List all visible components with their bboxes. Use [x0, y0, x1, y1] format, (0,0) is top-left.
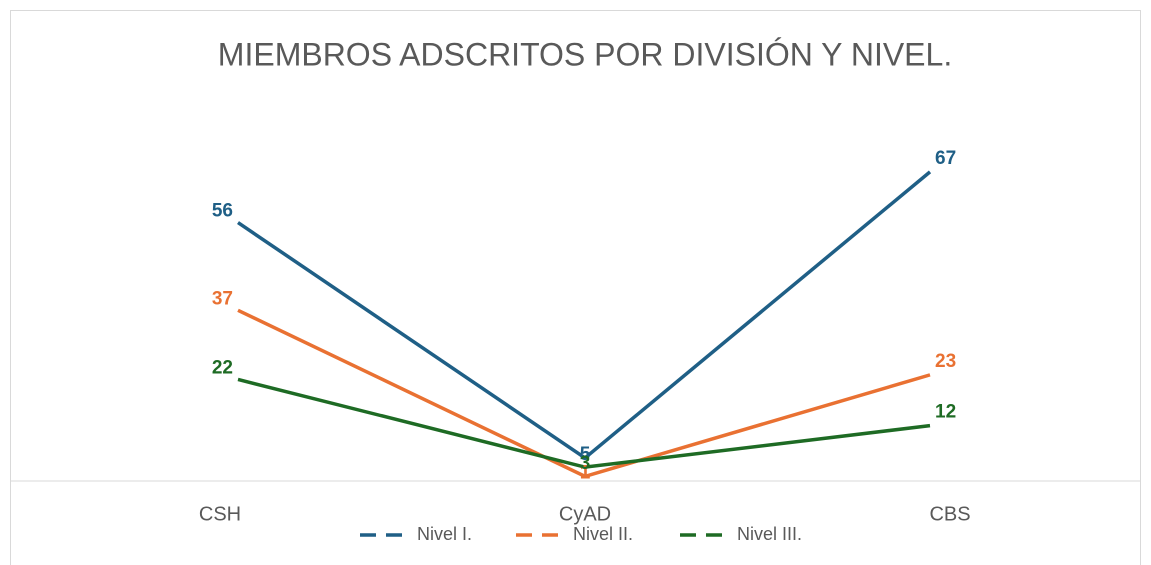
legend-label: Nivel III.: [737, 524, 802, 544]
data-line: [237, 377, 931, 469]
data-label: 56: [212, 201, 233, 222]
data-label: 67: [935, 148, 956, 169]
data-label: 5: [580, 444, 591, 465]
data-line: [237, 170, 932, 461]
data-label: 37: [212, 288, 233, 309]
x-tick-label: CyAD: [559, 503, 611, 525]
data-line: [237, 308, 931, 479]
data-label: 3: [580, 453, 591, 474]
chart-frame: [10, 10, 1141, 565]
x-tick-label: CSH: [199, 503, 241, 525]
data-label: 12: [935, 402, 956, 423]
data-label: 23: [935, 351, 956, 372]
legend-label: Nivel I.: [417, 524, 472, 544]
x-tick-label: CBS: [929, 503, 970, 525]
data-label: 1: [580, 462, 591, 483]
data-label: 22: [212, 358, 233, 379]
chart-title: MIEMBROS ADSCRITOS POR DIVISIÓN Y NIVEL.: [218, 36, 952, 72]
legend-label: Nivel II.: [573, 524, 633, 544]
